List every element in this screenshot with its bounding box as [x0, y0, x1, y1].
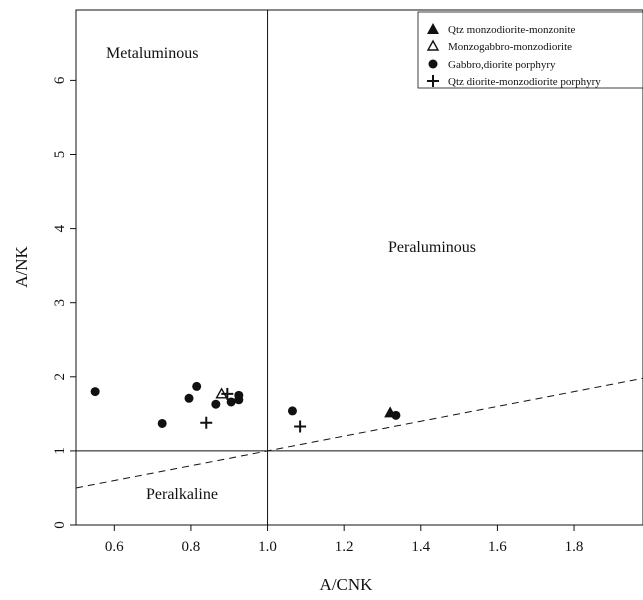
y-tick-label: 0 [52, 521, 68, 529]
region-label-metaluminous: Metaluminous [106, 45, 198, 62]
x-tick-label: 0.6 [105, 539, 124, 555]
legend-marker-2 [428, 59, 438, 69]
dashed-boundary-line [75, 377, 643, 489]
legend-label-monzogabbro: Monzogabbro-monzodiorite [448, 41, 572, 53]
y-tick-label: 5 [52, 151, 68, 159]
x-tick-label: 1.6 [488, 539, 507, 555]
x-tick-label: 1.8 [565, 539, 584, 555]
data-point-series-2 [90, 387, 100, 397]
data-point-series-3 [294, 420, 307, 433]
legend-box [417, 11, 643, 89]
data-point-series-2 [211, 399, 221, 409]
y-tick-label: 4 [52, 224, 68, 232]
x-tick-label: 0.8 [182, 539, 201, 555]
data-point-series-2 [234, 390, 244, 400]
legend-label-qtz-diorite-porphyry: Qtz diorite-monzodiorite porphyry [448, 76, 601, 88]
data-point-series-2 [287, 406, 297, 416]
x-axis-title: A/CNK [320, 575, 374, 594]
x-axis-ticks: 0.6 0.8 1.0 1.2 1.4 1.6 1.8 [105, 525, 583, 555]
legend-label-qtz-monzodiorite: Qtz monzodiorite-monzonite [448, 24, 575, 36]
data-point-series-3 [221, 387, 234, 400]
y-axis-title: A/NK [12, 246, 31, 288]
x-tick-label: 1.0 [258, 539, 277, 555]
y-tick-label: 2 [52, 373, 68, 381]
y-tick-label: 1 [52, 447, 68, 455]
legend-marker-0 [427, 23, 439, 34]
legend-markers [426, 23, 440, 87]
plot-area-frame [75, 9, 643, 526]
data-point-series-3 [200, 416, 213, 429]
x-tick-label: 1.2 [335, 539, 354, 555]
data-point-series-2 [157, 418, 167, 428]
region-label-peralkaline: Peralkaline [146, 486, 218, 503]
region-label-peraluminous: Peraluminous [388, 239, 476, 256]
data-point-series-2 [391, 410, 401, 420]
legend-marker-1 [426, 39, 440, 51]
reference-lines [75, 10, 643, 525]
y-tick-label: 3 [52, 299, 68, 307]
data-point-series-2 [184, 393, 194, 403]
legend: Qtz monzodiorite-monzonite Monzogabbro-m… [417, 11, 643, 89]
legend-marker-3 [427, 75, 439, 87]
y-axis-ticks: 0 1 2 3 4 5 6 [52, 76, 76, 529]
data-point-series-2 [192, 381, 202, 391]
data-points [90, 381, 401, 433]
data-point-series-2 [226, 397, 236, 407]
x-tick-label: 1.4 [411, 539, 430, 555]
legend-label-gabbro-diorite: Gabbro,diorite porphyry [448, 59, 556, 71]
y-tick-label: 6 [52, 76, 68, 84]
